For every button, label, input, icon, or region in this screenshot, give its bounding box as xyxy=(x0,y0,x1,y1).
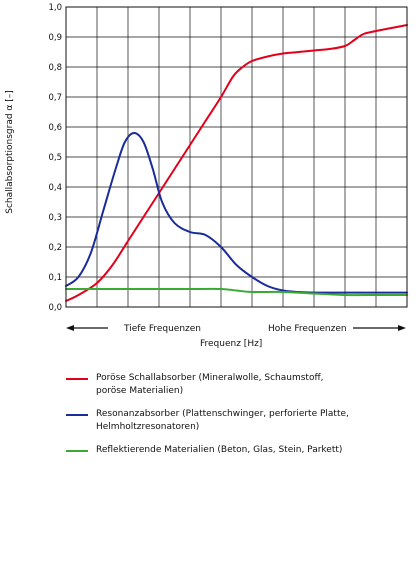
y-tick-label: 0,0 xyxy=(48,303,62,313)
legend-item-porous: Poröse Schallabsorber (Mineralwolle, Sch… xyxy=(66,372,406,398)
y-tick-label: 0,1 xyxy=(48,273,62,283)
arrow-right-head xyxy=(398,325,406,331)
grid xyxy=(66,7,407,307)
y-tick-label: 0,7 xyxy=(48,93,62,103)
legend-label-porous: Poröse Schallabsorber (Mineralwolle, Sch… xyxy=(96,373,324,383)
y-axis-label: Schallabsorptionsgrad α [–] xyxy=(5,90,15,213)
legend-label-reflective: Reflektierende Materialien (Beton, Glas,… xyxy=(96,445,343,455)
legend-swatch-porous xyxy=(66,378,88,380)
legend-item-resonance: Resonanzabsorber (Plattenschwinger, perf… xyxy=(66,408,406,434)
y-tick-label: 0,8 xyxy=(48,63,62,73)
legend-swatch-resonance xyxy=(66,414,88,416)
legend-swatch-reflective xyxy=(66,450,88,452)
y-tick-label: 0,2 xyxy=(48,243,62,253)
frequency-annotations: Tiefe Frequenzen Hohe Frequenzen Frequen… xyxy=(66,324,406,349)
plot-frame xyxy=(65,6,408,308)
y-tick-label: 1,0 xyxy=(48,3,62,13)
series-layer xyxy=(65,24,408,302)
legend: Poröse Schallabsorber (Mineralwolle, Sch… xyxy=(66,372,406,467)
x-axis-label: Frequenz [Hz] xyxy=(200,339,262,349)
legend-label-porous-cont: poröse Materialien) xyxy=(96,386,184,396)
y-tick-labels: 0,0 0,1 0,2 0,3 0,4 0,5 0,6 0,7 0,8 0,9 1,0 xyxy=(48,3,62,313)
y-tick-label: 0,3 xyxy=(48,213,62,223)
legend-item-reflective: Reflektierende Materialien (Beton, Glas,… xyxy=(66,444,406,457)
arrow-left-head xyxy=(66,325,74,331)
series-line-reflective xyxy=(65,287,408,297)
absorption-chart: 0,0 0,1 0,2 0,3 0,4 0,5 0,6 0,7 0,8 0,9 1,0 Schall… xyxy=(5,3,408,349)
high-frequency-label: Hohe Frequenzen xyxy=(268,324,347,334)
legend-label-resonance-cont: Helmholtzresonatoren) xyxy=(96,422,200,432)
y-tick-label: 0,6 xyxy=(48,123,62,133)
low-frequency-label: Tiefe Frequenzen xyxy=(123,324,201,334)
y-tick-label: 0,5 xyxy=(48,153,62,163)
series-line-porous xyxy=(65,24,408,302)
y-tick-label: 0,4 xyxy=(48,183,62,193)
y-tick-label: 0,9 xyxy=(48,33,62,43)
legend-label-resonance: Resonanzabsorber (Plattenschwinger, perf… xyxy=(96,409,349,419)
